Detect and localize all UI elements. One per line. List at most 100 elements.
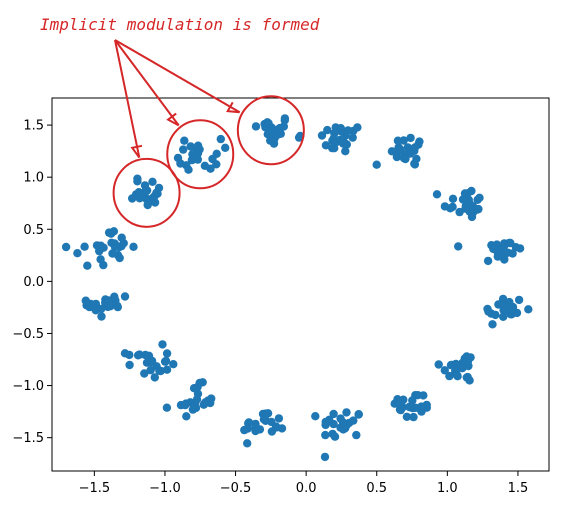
data-point [162,349,172,358]
data-point [161,356,171,366]
data-point [180,136,189,145]
highlight-circle [236,95,305,166]
data-point [336,124,345,133]
data-point [144,351,154,360]
x-tick-label: 1.0 [437,481,458,496]
data-point [399,154,409,163]
data-point [193,141,203,150]
data-point [133,351,143,360]
axes-frame [51,97,550,472]
annotation-arrow-head [226,101,240,114]
annotation-arrow-head [166,112,180,127]
data-point [275,123,284,133]
data-point [146,366,155,375]
y-axis-ticks: −1.5 −1.0 −0.5 0.0 0.5 1.0 1.5 [12,119,52,446]
data-point [348,133,357,142]
data-point [201,398,210,407]
data-point [97,304,106,314]
data-point [458,364,467,373]
data-point [206,164,215,173]
data-point [113,301,122,310]
data-point [269,139,279,148]
data-point [216,134,225,144]
data-point [432,190,442,199]
data-point [483,304,492,314]
data-point [158,340,167,349]
data-point [277,424,287,433]
data-point [506,238,515,248]
data-point [125,360,134,370]
data-point [110,239,119,248]
data-point [81,296,91,305]
y-tick-label: 1.0 [23,171,44,186]
data-point [390,399,399,408]
data-point [500,255,509,264]
data-point [488,320,497,329]
x-tick-label: −1.5 [79,481,111,496]
data-point [448,202,457,212]
annotation-highlights [112,95,305,228]
data-point [330,129,339,138]
data-point [294,133,304,142]
data-point [251,122,261,131]
data-point [408,396,417,405]
data-point [463,372,472,382]
data-point [372,160,381,169]
data-point [142,186,152,195]
data-point [467,186,476,196]
data-point [440,366,449,375]
data-point [120,349,130,358]
data-point [321,141,331,150]
data-point [115,253,124,263]
data-point [134,188,144,197]
data-point [498,294,508,304]
data-point [186,142,195,151]
data-point [99,260,108,270]
data-point [339,139,348,148]
data-point [265,126,275,135]
y-tick-label: 1.5 [23,119,44,134]
data-point [499,312,508,321]
data-point [61,242,71,252]
annotation-arrow [114,39,180,127]
data-point [80,242,89,251]
x-tick-label: 1.5 [508,481,529,496]
data-point [259,415,269,424]
data-point [83,261,92,270]
x-tick-label: −1.0 [149,481,181,496]
data-point [192,395,202,404]
highlight-circle [112,157,181,228]
data-point [323,125,332,135]
data-point [507,306,516,315]
data-point [434,360,443,369]
data-point [152,188,161,197]
data-point [448,194,458,203]
data-point [500,305,510,314]
data-point [419,391,428,400]
data-point [182,412,191,421]
data-point [142,358,152,367]
data-point [133,174,142,183]
data-point [515,244,525,253]
data-point [406,133,415,143]
data-point [399,136,408,145]
data-point [243,439,252,448]
data-point [120,292,130,301]
data-point [280,114,290,123]
data-point [188,405,198,414]
data-point [475,193,484,202]
data-point [409,412,418,422]
data-point [148,177,157,186]
y-tick-label: 0.5 [23,223,44,238]
data-point [352,430,361,440]
data-point [330,144,339,153]
annotation-arrows [114,39,241,159]
data-point [169,360,178,369]
x-tick-label: −0.5 [220,481,252,496]
data-point [320,452,330,462]
data-point [341,147,350,156]
data-point [454,242,463,251]
data-point [97,312,106,321]
annotation-arrow-head [130,144,143,159]
